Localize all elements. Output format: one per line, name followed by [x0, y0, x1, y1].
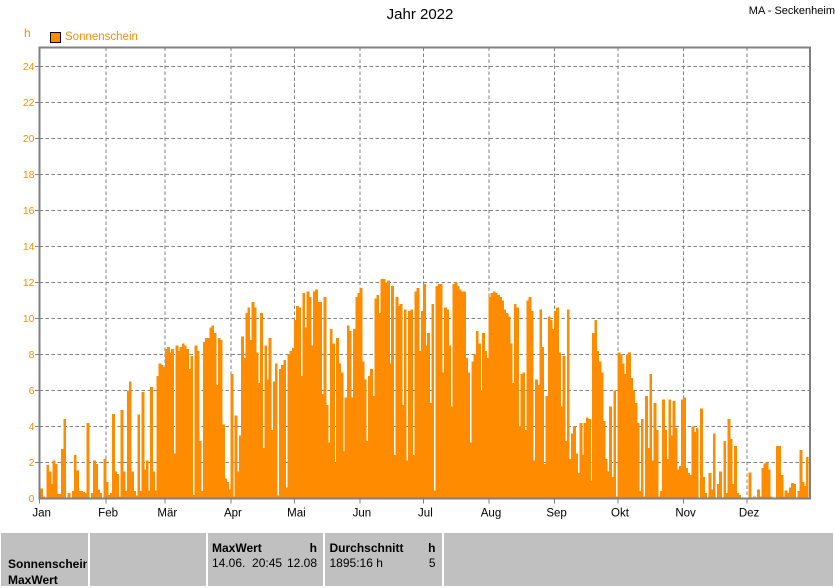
svg-text:20: 20	[23, 133, 35, 145]
svg-text:Jun: Jun	[353, 507, 372, 519]
svg-text:Mär: Mär	[157, 507, 177, 519]
svg-text:Aug: Aug	[481, 507, 501, 519]
svg-text:Nov: Nov	[675, 507, 696, 519]
svg-text:22: 22	[23, 97, 35, 109]
svg-text:18: 18	[23, 169, 35, 181]
svg-text:0: 0	[29, 493, 35, 505]
svg-text:10: 10	[23, 313, 35, 325]
svg-text:Feb: Feb	[98, 507, 118, 519]
svg-text:Okt: Okt	[611, 507, 630, 519]
svg-text:24: 24	[23, 61, 35, 73]
svg-text:6: 6	[29, 385, 35, 397]
svg-text:Sep: Sep	[546, 507, 566, 519]
svg-text:16: 16	[23, 205, 35, 217]
svg-text:Jan: Jan	[32, 507, 51, 519]
svg-text:Mai: Mai	[287, 507, 306, 519]
svg-text:Jul: Jul	[418, 507, 433, 519]
svg-text:12: 12	[23, 277, 35, 289]
svg-text:Apr: Apr	[224, 507, 242, 519]
svg-text:Dez: Dez	[739, 507, 760, 519]
svg-text:4: 4	[29, 421, 35, 433]
svg-text:14: 14	[23, 241, 35, 253]
svg-text:8: 8	[29, 349, 35, 361]
svg-text:2: 2	[29, 457, 35, 469]
